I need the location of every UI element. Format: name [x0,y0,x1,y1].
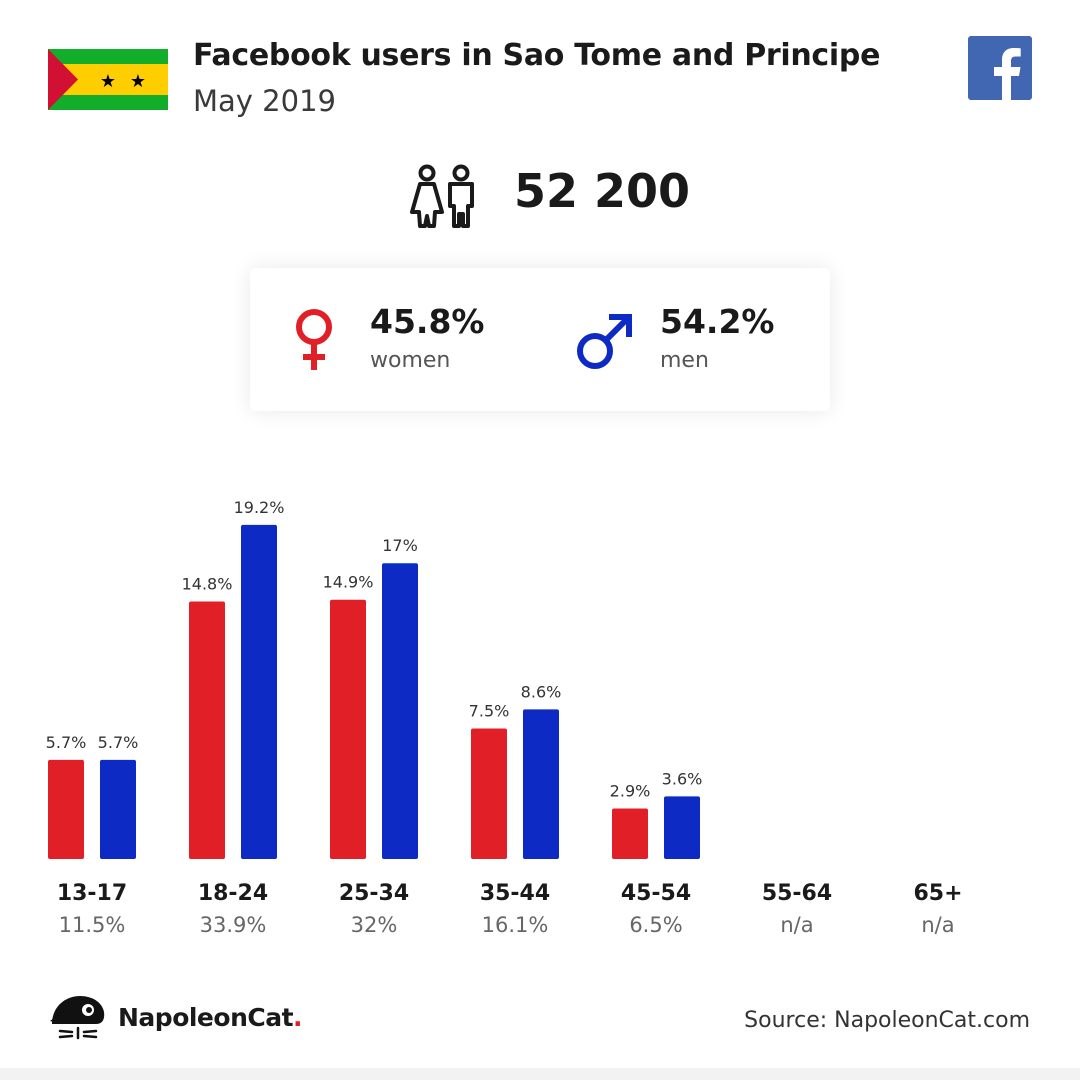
women-bar-35-44 [471,728,507,859]
total-users-value: 52 200 [514,164,691,218]
page-subtitle: May 2019 [193,84,336,118]
women-value-label-45-54: 2.9% [610,782,651,801]
women-bar-13-17 [48,759,84,859]
category-label-65+: 65+ [913,881,962,906]
source-credit: Source: NapoleonCat.com [744,1008,1030,1033]
page-title: Facebook users in Sao Tome and Principe [193,38,881,73]
gender-breakdown-card: 45.8% women 54.2% men [250,268,830,411]
men-bar-35-44 [523,709,559,859]
men-bar-13-17 [100,759,136,859]
men-value-label-13-17: 5.7% [98,733,139,752]
category-label-13-17: 13-17 [57,881,127,906]
men-bar-45-54 [664,796,700,859]
women-value-label-35-44: 7.5% [469,702,510,721]
men-value-label-18-24: 19.2% [234,498,285,517]
users-icon [410,164,474,228]
women-bar-18-24 [189,601,225,859]
category-total-25-34: 32% [351,913,398,937]
women-label: women [370,348,451,373]
age-gender-bar-chart: 5.7% 5.7% 13-17 11.5% 14.8% 19.2% 18-24 33.9% 14… [46,498,963,937]
category-label-25-34: 25-34 [339,881,409,906]
napoleoncat-logo-text: NapoleonCat. [118,1003,303,1032]
male-icon [577,313,633,369]
facebook-logo-icon [968,36,1032,100]
country-flag-icon: ★ ★ [48,49,168,110]
men-percent: 54.2% [660,302,775,341]
footer-strip [0,1068,1080,1080]
men-bar-18-24 [241,524,277,859]
category-label-55-64: 55-64 [762,881,832,906]
svg-text:★: ★ [100,71,116,92]
napoleoncat-logo-icon [50,996,105,1040]
women-value-label-18-24: 14.8% [182,574,233,593]
category-total-45-54: 6.5% [629,913,682,937]
category-total-55-64: n/a [780,913,813,937]
women-bar-45-54 [612,808,648,859]
category-total-35-44: 16.1% [482,913,549,937]
category-label-45-54: 45-54 [621,881,691,906]
category-total-18-24: 33.9% [200,913,267,937]
category-total-65+: n/a [921,913,954,937]
men-value-label-25-34: 17% [382,536,418,555]
category-label-18-24: 18-24 [198,881,268,906]
category-total-13-17: 11.5% [59,913,126,937]
svg-text:★: ★ [130,71,146,92]
women-value-label-25-34: 14.9% [323,573,374,592]
men-label: men [660,348,709,373]
women-percent: 45.8% [370,302,485,341]
men-bar-25-34 [382,563,418,859]
female-icon [296,309,332,370]
category-label-35-44: 35-44 [480,881,550,906]
women-bar-25-34 [330,599,366,859]
women-value-label-13-17: 5.7% [46,733,87,752]
men-value-label-45-54: 3.6% [662,769,703,788]
men-value-label-35-44: 8.6% [521,682,562,701]
